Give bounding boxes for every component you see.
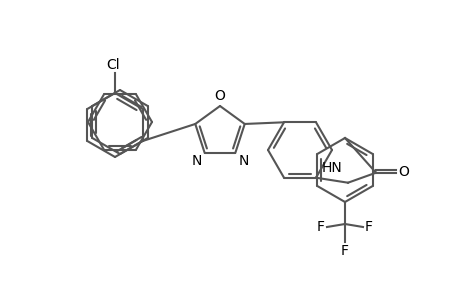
Text: O: O bbox=[397, 165, 408, 179]
Text: F: F bbox=[340, 244, 348, 258]
Text: N: N bbox=[191, 154, 202, 168]
Text: HN: HN bbox=[321, 161, 341, 175]
Text: F: F bbox=[364, 220, 372, 234]
Text: O: O bbox=[214, 89, 225, 103]
Text: F: F bbox=[316, 220, 325, 234]
Text: Cl: Cl bbox=[106, 58, 119, 72]
Text: N: N bbox=[238, 154, 248, 168]
